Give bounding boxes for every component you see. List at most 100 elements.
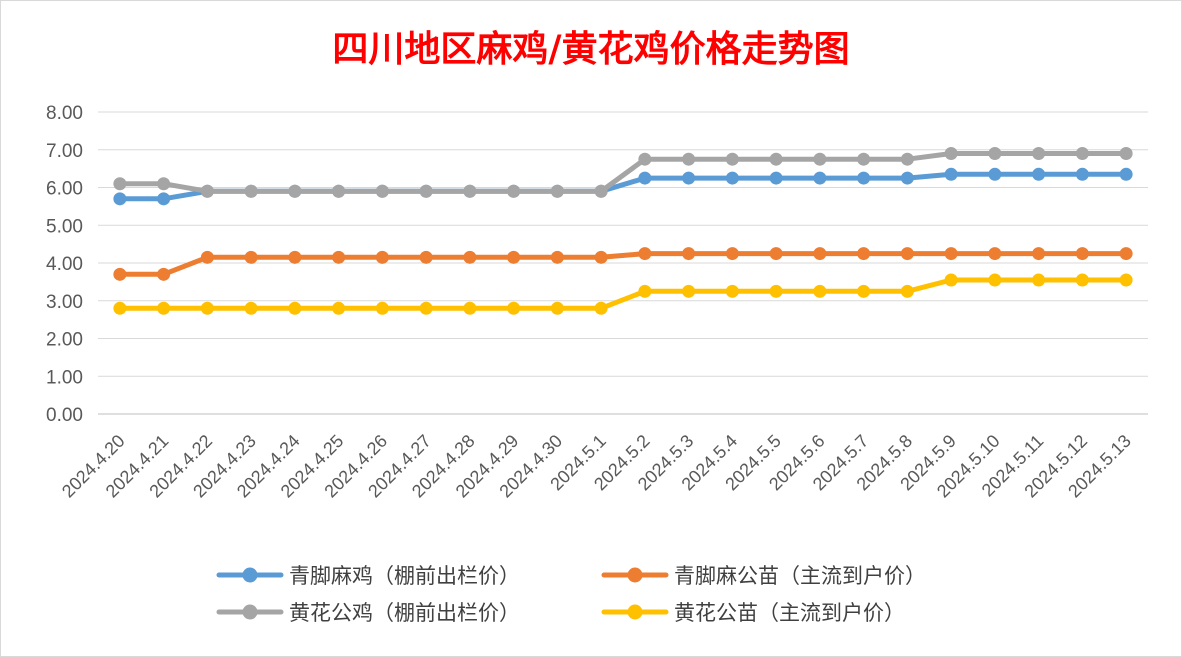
data-point: [769, 171, 783, 185]
data-point: [988, 167, 1002, 181]
series: [113, 147, 1133, 198]
data-point: [507, 250, 521, 264]
data-point: [244, 301, 258, 315]
legend-marker: [242, 604, 258, 620]
data-point: [200, 301, 214, 315]
data-point: [288, 301, 302, 315]
data-point: [419, 301, 433, 315]
data-point: [244, 184, 258, 198]
data-point: [1075, 247, 1089, 261]
data-point: [813, 284, 827, 298]
data-point: [944, 247, 958, 261]
data-point: [638, 247, 652, 261]
data-point: [244, 250, 258, 264]
data-point: [550, 301, 564, 315]
data-point: [725, 284, 739, 298]
data-point: [375, 301, 389, 315]
data-point: [813, 152, 827, 166]
data-point: [857, 284, 871, 298]
legend-label: 黄花公鸡（棚前出栏价）: [289, 601, 520, 625]
data-point: [1075, 273, 1089, 287]
y-tick-label: 2.00: [46, 330, 83, 351]
data-point: [1119, 273, 1133, 287]
data-point: [332, 184, 346, 198]
data-point: [1119, 247, 1133, 261]
data-point: [157, 192, 171, 206]
data-point: [682, 171, 696, 185]
data-point: [769, 284, 783, 298]
legend-marker: [242, 567, 258, 583]
data-point: [682, 247, 696, 261]
data-point: [944, 273, 958, 287]
data-point: [375, 184, 389, 198]
data-point: [638, 171, 652, 185]
legend-label: 黄花公苗（主流到户价）: [674, 601, 905, 625]
data-point: [1075, 167, 1089, 181]
data-point: [200, 184, 214, 198]
data-point: [507, 184, 521, 198]
legend-marker: [627, 604, 643, 620]
data-point: [725, 152, 739, 166]
data-point: [463, 184, 477, 198]
legend: 青脚麻鸡（棚前出栏价） 青脚麻公苗（主流到户价） 黄花公鸡（棚前出栏价） 黄花公苗（主…: [216, 564, 926, 625]
y-tick-label: 7.00: [46, 141, 83, 162]
data-point: [507, 301, 521, 315]
y-tick-label: 3.00: [46, 292, 83, 313]
gridlines: [98, 111, 1148, 415]
data-point: [288, 184, 302, 198]
legend-item: 黄花公苗（主流到户价）: [601, 601, 905, 625]
y-tick-label: 4.00: [46, 254, 83, 275]
series-line: [117, 277, 1129, 311]
series-line: [117, 151, 1129, 194]
x-axis-ticks: 2024.4.202024.4.212024.4.222024.4.232024…: [58, 431, 1135, 502]
legend-label: 青脚麻鸡（棚前出栏价）: [289, 564, 520, 588]
data-point: [988, 147, 1002, 161]
data-point: [857, 152, 871, 166]
data-point: [638, 284, 652, 298]
data-point: [944, 147, 958, 161]
data-point: [594, 184, 608, 198]
data-point: [550, 250, 564, 264]
data-point: [1032, 247, 1046, 261]
data-point: [1075, 147, 1089, 161]
data-point: [375, 250, 389, 264]
data-point: [769, 152, 783, 166]
y-tick-label: 0.00: [46, 405, 83, 426]
data-point: [113, 301, 127, 315]
data-point: [1119, 147, 1133, 161]
data-point: [419, 250, 433, 264]
data-point: [769, 247, 783, 261]
data-point: [550, 184, 564, 198]
data-point: [332, 250, 346, 264]
y-tick-label: 8.00: [46, 103, 83, 124]
data-point: [1032, 167, 1046, 181]
data-point: [988, 247, 1002, 261]
data-point: [594, 250, 608, 264]
series-lines: [113, 147, 1133, 315]
y-tick-label: 6.00: [46, 179, 83, 200]
data-point: [1032, 273, 1046, 287]
data-point: [1119, 167, 1133, 181]
data-point: [682, 284, 696, 298]
series-line: [117, 251, 1129, 277]
data-point: [288, 250, 302, 264]
data-point: [638, 152, 652, 166]
data-point: [1032, 147, 1046, 161]
legend-item: 青脚麻公苗（主流到户价）: [601, 564, 926, 588]
data-point: [857, 171, 871, 185]
data-point: [725, 171, 739, 185]
data-point: [857, 247, 871, 261]
legend-item: 黄花公鸡（棚前出栏价）: [216, 601, 520, 625]
data-point: [900, 247, 914, 261]
data-point: [157, 267, 171, 281]
data-point: [682, 152, 696, 166]
data-point: [900, 284, 914, 298]
data-point: [463, 250, 477, 264]
legend-marker: [627, 567, 643, 583]
y-axis-ticks: 0.00 1.00 2.00 3.00 4.00 5.00 6.00 7.00 8.00: [46, 103, 83, 426]
data-point: [419, 184, 433, 198]
data-point: [988, 273, 1002, 287]
data-point: [944, 167, 958, 181]
